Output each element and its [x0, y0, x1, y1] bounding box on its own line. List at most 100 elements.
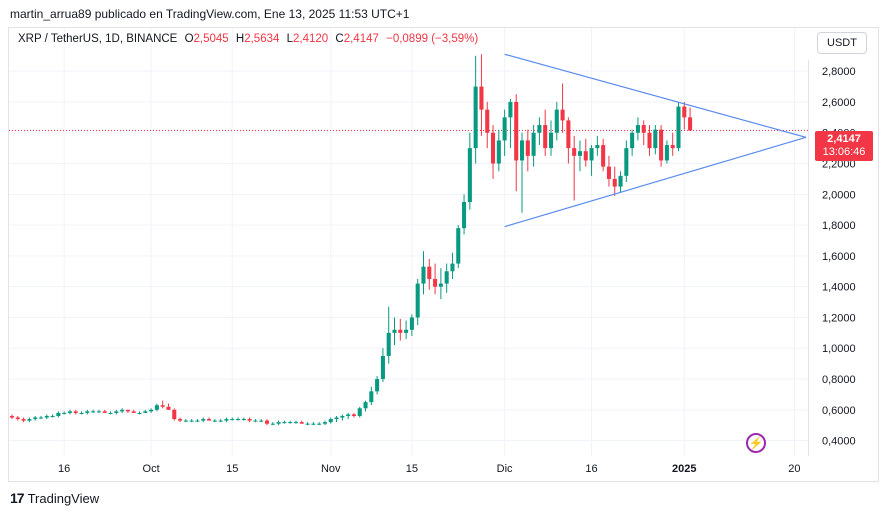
candle-body [317, 423, 322, 425]
candle-body [276, 422, 281, 424]
candle-body [311, 423, 316, 425]
bar-countdown: 13:06:46 [822, 146, 866, 158]
candle-body [664, 145, 669, 161]
x-tick-label: 16 [58, 463, 70, 475]
last-price-tag: 2,4147 13:06:46 [815, 131, 873, 161]
x-tick-label: Oct [143, 463, 160, 475]
candle-body [438, 283, 443, 287]
candle-body [334, 417, 339, 420]
candle-body [15, 417, 20, 420]
x-tick-label: 15 [226, 463, 238, 475]
candle-body [293, 422, 299, 424]
candle-body [288, 422, 293, 424]
candle-body [125, 409, 130, 412]
lightning-icon[interactable]: ⚡ [746, 433, 766, 453]
candle-body [404, 329, 409, 333]
candle-body [340, 415, 345, 418]
candle-body [351, 414, 356, 416]
candle-body [601, 145, 606, 167]
candle-body [456, 228, 461, 264]
y-tick-label: 1,8000 [822, 220, 856, 232]
candle-body [282, 422, 287, 424]
candle-body [653, 129, 658, 149]
candle-body [531, 132, 536, 156]
chart-panel[interactable] [8, 27, 879, 482]
candle-body [392, 329, 397, 333]
candle-body [172, 409, 177, 420]
close-label: C [335, 33, 344, 45]
candle-body [160, 405, 165, 407]
trendline [504, 53, 807, 138]
candle-body [641, 125, 646, 133]
candle-body [635, 125, 640, 133]
candle-body [577, 151, 582, 156]
y-tick-label: 2,6000 [822, 97, 856, 109]
candle-body [178, 419, 183, 421]
candle-body [409, 317, 414, 330]
candle-body [612, 178, 617, 187]
currency-button[interactable]: USDT [817, 32, 867, 54]
y-tick-label: 2,0000 [822, 189, 856, 201]
brand-name: TradingView [27, 490, 100, 506]
candle-body [102, 411, 107, 413]
candle-body [120, 409, 125, 412]
candle-body [433, 278, 438, 287]
candle-body [450, 263, 455, 272]
candle-body [676, 106, 681, 149]
candle-body [207, 419, 212, 421]
candle-body [548, 132, 554, 149]
candle-body [149, 409, 154, 412]
candles [9, 54, 693, 426]
footer-branding[interactable]: 17 TradingView [10, 490, 99, 506]
candle-body [595, 145, 600, 149]
y-tick-label: 2,8000 [822, 66, 856, 78]
candle-body [618, 175, 623, 187]
candle-body [264, 420, 270, 424]
candle-body [554, 109, 559, 133]
candle-body [21, 419, 26, 421]
candle-body [479, 86, 484, 110]
candle-body [56, 412, 61, 416]
candle-body [38, 417, 44, 419]
grid-lines [9, 28, 808, 456]
candle-body [166, 406, 171, 410]
open-label: O [184, 33, 194, 45]
candle-body [253, 420, 258, 422]
trendline [504, 136, 807, 228]
candle-body [415, 283, 420, 318]
y-tick-label: 0,6000 [822, 405, 856, 417]
candle-body [514, 101, 519, 161]
candle-body [670, 145, 675, 149]
candle-body [369, 391, 374, 403]
change-value: −0,0899 (−3,59%) [386, 33, 479, 45]
candle-body [154, 405, 159, 410]
candle-body [566, 120, 571, 149]
last-price: 2,4147 [827, 133, 861, 145]
y-tick-label: 1,0000 [822, 343, 856, 355]
candle-body [79, 412, 84, 414]
candle-body [241, 419, 246, 421]
low-label: L [286, 33, 294, 45]
candle-body [224, 419, 229, 421]
candle-body [9, 415, 15, 418]
candle-body [375, 379, 380, 392]
candle-body [27, 419, 32, 421]
candle-body [230, 419, 235, 421]
y-tick-label: 1,2000 [822, 312, 856, 324]
candle-body [322, 422, 327, 424]
candle-body [328, 419, 333, 423]
candle-body [682, 106, 687, 118]
candle-body [357, 408, 362, 416]
y-tick-label: 0,4000 [822, 436, 856, 448]
candle-body [519, 140, 525, 161]
symbol-name: XRP / TetherUS, 1D, BINANCE [18, 33, 178, 45]
candle-body [485, 109, 490, 133]
candle-body [50, 415, 55, 417]
candle-body [444, 271, 449, 284]
candle-body [462, 202, 467, 229]
low-value: 2,4120 [293, 33, 329, 45]
candle-body [688, 117, 693, 131]
candle-body [583, 151, 588, 161]
candle-body [62, 412, 67, 414]
